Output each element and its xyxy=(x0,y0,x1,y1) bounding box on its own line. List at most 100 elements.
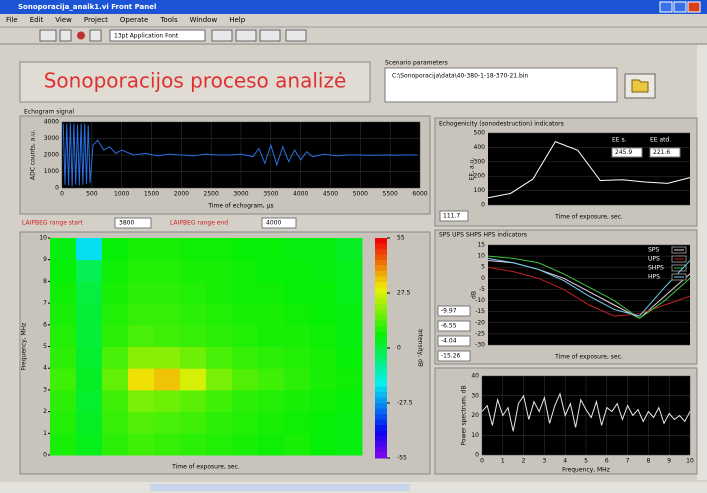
y-tick-label: -5 xyxy=(479,286,485,293)
menu-item[interactable]: Operate xyxy=(120,16,148,24)
x-tick-label: 1 xyxy=(501,458,505,465)
heatmap-cell xyxy=(336,390,363,412)
minimize-button[interactable] xyxy=(660,2,672,12)
run-button[interactable] xyxy=(40,30,56,41)
font-selector-text: 13pt Application Font xyxy=(114,33,179,40)
y-tick-label: -20 xyxy=(475,319,485,326)
y-tick-label: 3 xyxy=(43,386,47,393)
y-tick-label: 30 xyxy=(471,392,479,399)
chart-title: Echogenicity (sonodestruction) indicator… xyxy=(439,121,564,128)
y-tick-label: 2000 xyxy=(44,152,59,159)
colorbar-segment xyxy=(375,348,387,354)
abort-button[interactable] xyxy=(77,32,85,40)
heatmap-cell xyxy=(336,260,363,282)
scroll-thumb[interactable] xyxy=(150,484,410,491)
legend-label: HPS xyxy=(648,274,660,281)
colorbar-segment xyxy=(375,299,387,305)
range-start-label: LAIPBEG range start xyxy=(22,220,83,227)
colorbar-segment xyxy=(375,442,387,448)
heatmap-cell xyxy=(258,390,285,412)
y-tick-label: 0 xyxy=(481,202,485,209)
menu-item[interactable]: Window xyxy=(190,16,218,24)
heatmap-cell xyxy=(206,368,233,390)
heatmap-cell xyxy=(50,433,77,455)
menu-item[interactable]: Project xyxy=(84,16,108,24)
heatmap-cell xyxy=(154,238,181,260)
colorbar-segment xyxy=(375,326,387,332)
heatmap-cell xyxy=(310,433,337,455)
heatmap-cell xyxy=(232,281,259,303)
y-tick-label: 40 xyxy=(471,373,479,380)
x-tick-label: 3500 xyxy=(263,191,278,198)
colorbar-segment xyxy=(375,376,387,382)
distribute-button[interactable] xyxy=(236,30,256,41)
menu-item[interactable]: View xyxy=(55,16,72,24)
reorder-button[interactable] xyxy=(286,30,306,41)
x-axis-label: Time of exposure, sec. xyxy=(554,354,623,361)
vertical-scrollbar[interactable] xyxy=(697,45,707,480)
x-tick-label: 10 xyxy=(686,458,694,465)
heatmap-cell xyxy=(258,347,285,369)
menu-item[interactable]: Tools xyxy=(159,16,178,24)
colorbar-segment xyxy=(375,453,387,459)
pause-button[interactable] xyxy=(90,30,101,41)
colorbar-segment xyxy=(375,304,387,310)
heatmap-cell xyxy=(154,303,181,325)
run-continuous-button[interactable] xyxy=(60,30,71,41)
heatmap-cell xyxy=(102,260,129,282)
colorbar-segment xyxy=(375,392,387,398)
legend-label: SHPS xyxy=(648,265,664,272)
heatmap-cell xyxy=(128,325,155,347)
heatmap-cell xyxy=(76,347,103,369)
x-tick-label: 3000 xyxy=(233,191,248,198)
colorbar-segment xyxy=(375,249,387,255)
colorbar-tick-label: 0 xyxy=(397,345,401,352)
menu-item[interactable]: Help xyxy=(229,16,246,24)
colorbar-segment xyxy=(375,255,387,261)
align-button[interactable] xyxy=(212,30,232,41)
colorbar-segment xyxy=(375,238,387,244)
y-tick-label: 0 xyxy=(481,275,485,282)
heatmap-cell xyxy=(154,325,181,347)
x-tick-label: 0 xyxy=(60,191,64,198)
heatmap-cell xyxy=(102,238,129,260)
heatmap-cell xyxy=(284,303,311,325)
heatmap-cell xyxy=(180,325,207,347)
menu-item[interactable]: Edit xyxy=(30,16,44,24)
indicator-label: EE atd. xyxy=(650,137,671,144)
resize-button[interactable] xyxy=(260,30,280,41)
heatmap-cell xyxy=(336,281,363,303)
close-button[interactable] xyxy=(688,2,700,12)
heatmap-cell xyxy=(76,368,103,390)
heatmap-cell xyxy=(258,260,285,282)
heatmap-cell xyxy=(50,303,77,325)
menu-item[interactable]: File xyxy=(6,16,18,24)
heatmap-cell xyxy=(50,412,77,434)
colorbar-segment xyxy=(375,409,387,415)
indicator-value: 245.9 xyxy=(615,149,632,156)
heatmap-cell xyxy=(310,347,337,369)
x-axis-label: Frequency, MHz xyxy=(562,467,610,474)
indicator-value: 221.6 xyxy=(653,149,670,156)
heatmap-cell xyxy=(310,303,337,325)
colorbar-segment xyxy=(375,332,387,338)
y-tick-label: 3000 xyxy=(44,135,59,142)
scenario-path: C:\Sonoporacija\data\40-380-1-18-370-21.… xyxy=(392,73,529,80)
page: Sonoporacija_analk1.vi Front Panel FileE… xyxy=(0,0,707,493)
x-axis-label: Time of exposure, sec. xyxy=(171,464,240,471)
colorbar-segment xyxy=(375,365,387,371)
heatmap-cell xyxy=(232,412,259,434)
y-tick-label: 4 xyxy=(43,365,47,372)
heatmap-cell xyxy=(206,390,233,412)
y-tick-label: 1000 xyxy=(44,168,59,175)
heatmap-cell xyxy=(258,281,285,303)
y-tick-label: 15 xyxy=(477,242,485,249)
colorbar-segment xyxy=(375,370,387,376)
x-tick-label: 6 xyxy=(605,458,609,465)
maximize-button[interactable] xyxy=(674,2,686,12)
heatmap-cell xyxy=(180,368,207,390)
x-tick-label: 0 xyxy=(480,458,484,465)
heatmap-cell xyxy=(128,281,155,303)
heatmap-cell xyxy=(102,281,129,303)
colorbar-segment xyxy=(375,414,387,420)
